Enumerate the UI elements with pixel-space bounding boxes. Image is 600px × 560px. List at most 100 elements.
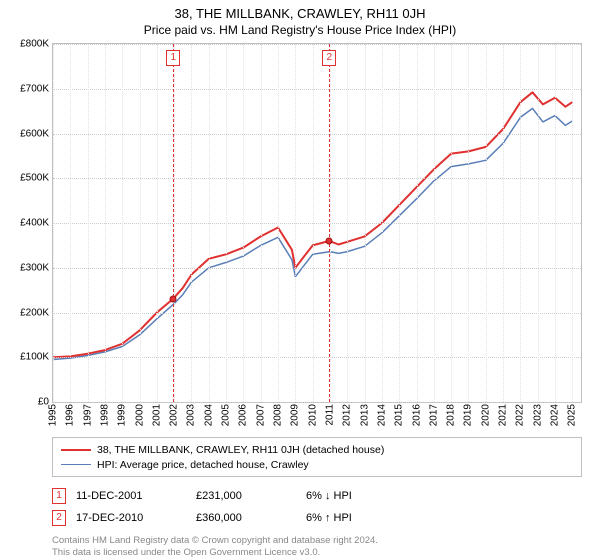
gridline — [53, 134, 581, 135]
x-axis-label: 2016 — [411, 404, 422, 426]
legend: 38, THE MILLBANK, CRAWLEY, RH11 0JH (det… — [52, 437, 582, 477]
x-axis-label: 2012 — [342, 404, 353, 426]
x-gridline — [365, 44, 366, 402]
x-axis-label: 2020 — [480, 404, 491, 426]
x-gridline — [174, 44, 175, 402]
x-axis-label: 2025 — [567, 404, 578, 426]
x-axis-label: 2007 — [255, 404, 266, 426]
x-gridline — [486, 44, 487, 402]
x-gridline — [88, 44, 89, 402]
footer-line: This data is licensed under the Open Gov… — [52, 547, 582, 559]
y-axis-label: £100K — [20, 352, 49, 363]
row-date: 17-DEC-2010 — [76, 512, 186, 524]
x-axis-label: 2017 — [428, 404, 439, 426]
x-axis-label: 2008 — [273, 404, 284, 426]
y-axis-label: £400K — [20, 218, 49, 229]
event-dot — [170, 295, 177, 302]
gridline — [53, 178, 581, 179]
event-badge: 2 — [322, 50, 336, 66]
x-axis-label: 2014 — [376, 404, 387, 426]
x-axis-label: 2011 — [324, 404, 335, 426]
x-axis-label: 1995 — [48, 404, 59, 426]
row-badge: 2 — [52, 510, 66, 526]
legend-swatch — [61, 464, 91, 465]
x-axis-label: 2010 — [307, 404, 318, 426]
x-axis-label: 2005 — [221, 404, 232, 426]
x-gridline — [295, 44, 296, 402]
table-row: 2 17-DEC-2010 £360,000 6% ↑ HPI — [52, 507, 582, 529]
x-gridline — [261, 44, 262, 402]
x-axis-label: 2006 — [238, 404, 249, 426]
gridline — [53, 44, 581, 45]
x-gridline — [53, 44, 54, 402]
x-axis-label: 2019 — [463, 404, 474, 426]
y-axis-label: £500K — [20, 173, 49, 184]
x-gridline — [555, 44, 556, 402]
legend-label: HPI: Average price, detached house, Craw… — [97, 459, 309, 471]
x-axis-label: 2009 — [290, 404, 301, 426]
event-badge: 1 — [166, 50, 180, 66]
x-gridline — [191, 44, 192, 402]
x-gridline — [70, 44, 71, 402]
y-axis-label: £200K — [20, 307, 49, 318]
x-gridline — [122, 44, 123, 402]
x-gridline — [278, 44, 279, 402]
x-axis-label: 2024 — [550, 404, 561, 426]
x-axis-label: 2023 — [532, 404, 543, 426]
y-axis-label: £300K — [20, 262, 49, 273]
gridline — [53, 223, 581, 224]
x-axis-label: 2015 — [394, 404, 405, 426]
x-axis-label: 2002 — [169, 404, 180, 426]
footer-line: Contains HM Land Registry data © Crown c… — [52, 535, 582, 547]
line-chart: £0£100K£200K£300K£400K£500K£600K£700K£80… — [52, 43, 582, 403]
row-delta: 6% ↑ HPI — [306, 512, 352, 524]
gridline — [53, 89, 581, 90]
x-axis-label: 1996 — [65, 404, 76, 426]
x-gridline — [434, 44, 435, 402]
x-axis-label: 2003 — [186, 404, 197, 426]
row-badge: 1 — [52, 488, 66, 504]
x-axis-label: 1998 — [99, 404, 110, 426]
x-gridline — [520, 44, 521, 402]
y-axis-label: £700K — [20, 83, 49, 94]
y-axis-label: £800K — [20, 39, 49, 50]
x-gridline — [468, 44, 469, 402]
row-delta: 6% ↓ HPI — [306, 490, 352, 502]
x-gridline — [347, 44, 348, 402]
x-gridline — [243, 44, 244, 402]
legend-item: 38, THE MILLBANK, CRAWLEY, RH11 0JH (det… — [61, 442, 573, 457]
x-axis-label: 2001 — [151, 404, 162, 426]
x-axis-label: 2018 — [446, 404, 457, 426]
page-subtitle: Price paid vs. HM Land Registry's House … — [8, 23, 592, 37]
table-row: 111-DEC-2001£231,0006% ↓ HPI — [52, 485, 582, 507]
x-gridline — [226, 44, 227, 402]
x-gridline — [417, 44, 418, 402]
x-axis-label: 1999 — [117, 404, 128, 426]
event-marker-line — [329, 44, 330, 402]
row-date: 11-DEC-2001 — [76, 490, 186, 502]
x-gridline — [313, 44, 314, 402]
event-marker-line — [173, 44, 174, 402]
gridline — [53, 268, 581, 269]
gridline — [53, 357, 581, 358]
legend-item: HPI: Average price, detached house, Craw… — [61, 457, 573, 472]
x-gridline — [209, 44, 210, 402]
row-price: £360,000 — [196, 512, 296, 524]
footer-text: Contains HM Land Registry data © Crown c… — [52, 535, 582, 560]
gridline — [53, 402, 581, 403]
x-gridline — [538, 44, 539, 402]
legend-label: 38, THE MILLBANK, CRAWLEY, RH11 0JH (det… — [97, 444, 384, 456]
x-axis-label: 2021 — [498, 404, 509, 426]
event-dot — [326, 237, 333, 244]
x-gridline — [503, 44, 504, 402]
gridline — [53, 313, 581, 314]
x-gridline — [399, 44, 400, 402]
x-axis-label: 2000 — [134, 404, 145, 426]
x-axis-label: 2013 — [359, 404, 370, 426]
y-axis-label: £600K — [20, 128, 49, 139]
x-gridline — [140, 44, 141, 402]
x-gridline — [382, 44, 383, 402]
x-gridline — [105, 44, 106, 402]
x-gridline — [451, 44, 452, 402]
x-axis-label: 2022 — [515, 404, 526, 426]
